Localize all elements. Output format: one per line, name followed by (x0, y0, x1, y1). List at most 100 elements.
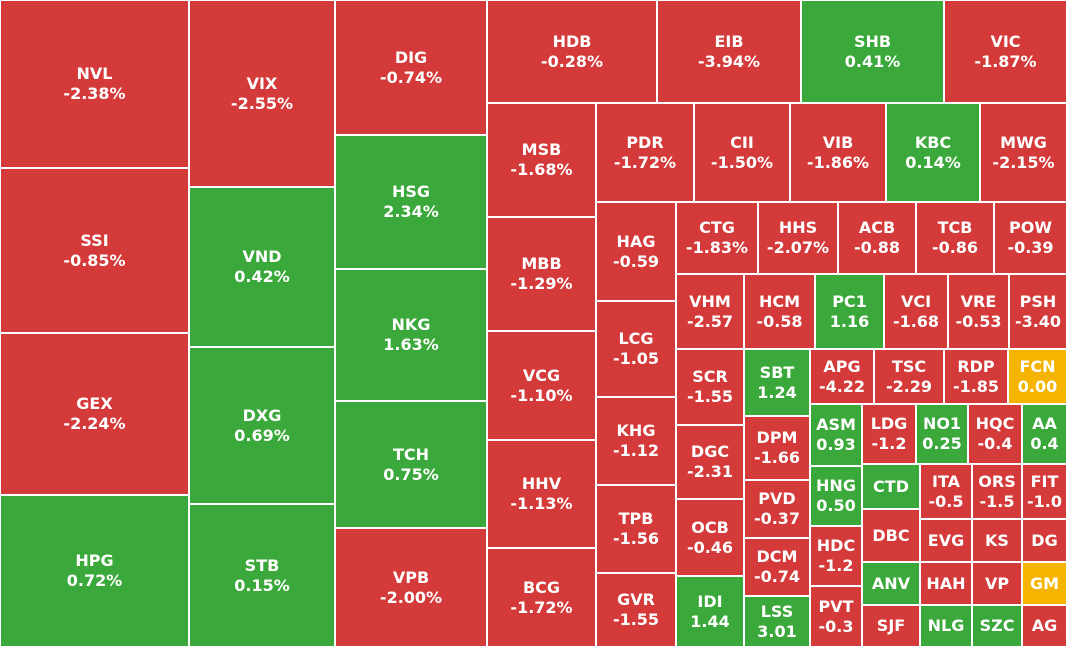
treemap-tile-tcb[interactable]: TCB -0.86 (916, 202, 994, 274)
tile-change: -1.29% (510, 274, 573, 293)
treemap-tile-hdb[interactable]: HDB -0.28% (487, 0, 657, 103)
treemap-tile-gm[interactable]: GM (1022, 562, 1067, 605)
treemap-tile-vcg[interactable]: VCG -1.10% (487, 331, 596, 440)
treemap-tile-cii[interactable]: CII -1.50% (694, 103, 790, 202)
treemap-tile-hhs[interactable]: HHS -2.07% (758, 202, 838, 274)
treemap-tile-lcg[interactable]: LCG -1.05 (596, 301, 676, 397)
treemap-tile-pvd[interactable]: PVD -0.37 (744, 480, 810, 538)
tile-ticker: PVD (758, 489, 796, 508)
treemap-tile-dig[interactable]: DIG -0.74% (335, 0, 487, 135)
treemap-tile-aa[interactable]: AA 0.4 (1022, 404, 1067, 464)
treemap-tile-hpg[interactable]: HPG 0.72% (0, 495, 189, 647)
treemap-tile-gex[interactable]: GEX -2.24% (0, 333, 189, 495)
treemap-tile-ssi[interactable]: SSI -0.85% (0, 168, 189, 333)
tile-change: -0.74% (379, 67, 443, 87)
treemap-tile-sjf[interactable]: SJF (862, 605, 920, 647)
tile-ticker: KS (985, 530, 1009, 550)
tile-change: 0.00 (1017, 376, 1058, 396)
treemap-tile-hdc[interactable]: HDC -1.2 (810, 526, 862, 586)
treemap-tile-eib[interactable]: EIB -3.94% (657, 0, 801, 103)
tile-ticker: NVL (76, 64, 113, 83)
treemap-tile-no1[interactable]: NO1 0.25 (916, 404, 968, 464)
treemap-tile-ag[interactable]: AG (1022, 605, 1067, 647)
tile-ticker: RDP (957, 356, 995, 376)
treemap-tile-lss[interactable]: LSS 3.01 (744, 596, 810, 647)
treemap-tile-stb[interactable]: STB 0.15% (189, 504, 335, 647)
treemap-tile-kbc[interactable]: KBC 0.14% (886, 103, 980, 202)
treemap-tile-ocb[interactable]: OCB -0.46 (676, 499, 744, 576)
treemap-tile-vic[interactable]: VIC -1.87% (944, 0, 1067, 103)
treemap-tile-ctg[interactable]: CTG -1.83% (676, 202, 758, 274)
tile-ticker: VHM (689, 291, 731, 311)
treemap-tile-nvl[interactable]: NVL -2.38% (0, 0, 189, 168)
treemap-tile-fcn[interactable]: FCN 0.00 (1008, 349, 1067, 404)
tile-ticker: TCB (937, 218, 973, 237)
treemap-tile-dcm[interactable]: DCM -0.74 (744, 538, 810, 596)
treemap-tile-dbc[interactable]: DBC (862, 509, 920, 562)
treemap-tile-hsg[interactable]: HSG 2.34% (335, 135, 487, 269)
tile-ticker: NO1 (922, 414, 962, 433)
treemap-tile-ctd[interactable]: CTD (862, 464, 920, 509)
tile-ticker: HQC (975, 414, 1015, 433)
treemap-tile-pvt[interactable]: PVT -0.3 (810, 586, 862, 647)
treemap-tile-vix[interactable]: VIX -2.55% (189, 0, 335, 187)
treemap-tile-ks[interactable]: KS (972, 519, 1022, 562)
treemap-tile-szc[interactable]: SZC (972, 605, 1022, 647)
treemap-tile-tsc[interactable]: TSC -2.29 (874, 349, 944, 404)
tile-ticker: NLG (927, 616, 965, 635)
tile-change: 0.93 (816, 435, 856, 454)
treemap-tile-vnd[interactable]: VND 0.42% (189, 187, 335, 347)
treemap-tile-evg[interactable]: EVG (920, 519, 972, 562)
treemap-tile-fit[interactable]: FIT -1.0 (1022, 464, 1067, 519)
treemap-tile-hqc[interactable]: HQC -0.4 (968, 404, 1022, 464)
treemap-tile-hhv[interactable]: HHV -1.13% (487, 440, 596, 548)
tile-change: 0.41% (844, 51, 901, 71)
treemap-tile-acb[interactable]: ACB -0.88 (838, 202, 916, 274)
treemap-tile-dpm[interactable]: DPM -1.66 (744, 416, 810, 480)
treemap-tile-mwg[interactable]: MWG -2.15% (980, 103, 1067, 202)
treemap-tile-tpb[interactable]: TPB -1.56 (596, 485, 676, 573)
treemap-tile-apg[interactable]: APG -4.22 (810, 349, 874, 404)
treemap-tile-dxg[interactable]: DXG 0.69% (189, 347, 335, 504)
treemap-tile-sbt[interactable]: SBT 1.24 (744, 349, 810, 416)
treemap-tile-pdr[interactable]: PDR -1.72% (596, 103, 694, 202)
treemap-tile-vci[interactable]: VCI -1.68 (884, 274, 948, 349)
tile-change: -0.58 (756, 311, 803, 331)
tile-change: -0.88 (853, 238, 901, 257)
treemap-tile-dg[interactable]: DG (1022, 519, 1067, 562)
tile-change: -1.72% (510, 597, 573, 617)
treemap-tile-vre[interactable]: VRE -0.53 (948, 274, 1009, 349)
treemap-tile-pow[interactable]: POW -0.39 (994, 202, 1067, 274)
treemap-tile-vp[interactable]: VP (972, 562, 1022, 605)
treemap-tile-asm[interactable]: ASM 0.93 (810, 404, 862, 466)
treemap-tile-hag[interactable]: HAG -0.59 (596, 202, 676, 301)
treemap-tile-msb[interactable]: MSB -1.68% (487, 103, 596, 217)
treemap-tile-scr[interactable]: SCR -1.55 (676, 349, 744, 425)
treemap-tile-hng[interactable]: HNG 0.50 (810, 466, 862, 526)
treemap-tile-rdp[interactable]: RDP -1.85 (944, 349, 1008, 404)
treemap-tile-vib[interactable]: VIB -1.86% (790, 103, 886, 202)
tile-change: -1.10% (510, 385, 573, 405)
treemap-tile-pc1[interactable]: PC1 1.16 (815, 274, 884, 349)
treemap-tile-ita[interactable]: ITA -0.5 (920, 464, 972, 519)
treemap-tile-psh[interactable]: PSH -3.40 (1009, 274, 1067, 349)
treemap-tile-vhm[interactable]: VHM -2.57 (676, 274, 744, 349)
treemap-tile-bcg[interactable]: BCG -1.72% (487, 548, 596, 647)
treemap-tile-anv[interactable]: ANV (862, 562, 920, 605)
treemap-tile-ldg[interactable]: LDG -1.2 (862, 404, 916, 464)
treemap-tile-ors[interactable]: ORS -1.5 (972, 464, 1022, 519)
treemap-tile-tch[interactable]: TCH 0.75% (335, 401, 487, 528)
treemap-tile-nkg[interactable]: NKG 1.63% (335, 269, 487, 401)
treemap-tile-shb[interactable]: SHB 0.41% (801, 0, 944, 103)
treemap-tile-mbb[interactable]: MBB -1.29% (487, 217, 596, 331)
treemap-tile-nlg[interactable]: NLG (920, 605, 972, 647)
treemap-tile-khg[interactable]: KHG -1.12 (596, 397, 676, 485)
treemap-tile-idi[interactable]: IDI 1.44 (676, 576, 744, 647)
treemap-tile-vpb[interactable]: VPB -2.00% (335, 528, 487, 647)
treemap-tile-hah[interactable]: HAH (920, 562, 972, 605)
treemap-tile-dgc[interactable]: DGC -2.31 (676, 425, 744, 499)
treemap-tile-gvr[interactable]: GVR -1.55 (596, 573, 676, 647)
tile-change: 0.15% (234, 575, 290, 595)
treemap-tile-hcm[interactable]: HCM -0.58 (744, 274, 815, 349)
tile-ticker: KBC (914, 132, 952, 152)
